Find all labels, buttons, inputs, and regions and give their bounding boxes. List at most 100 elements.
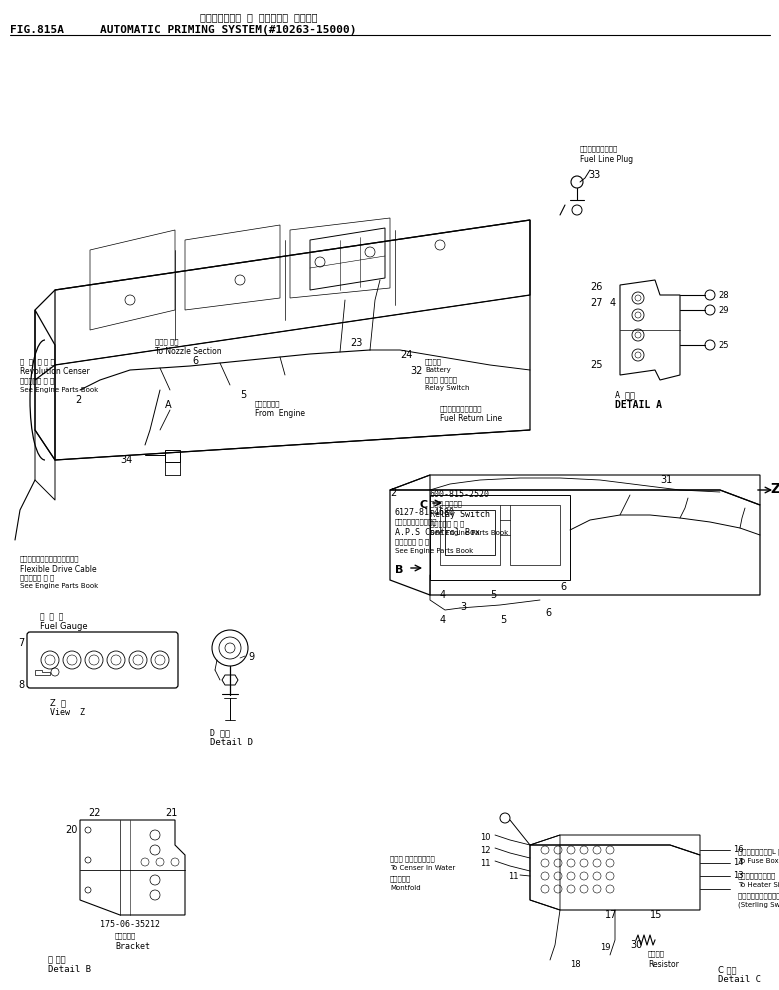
Text: 5: 5 [500, 615, 506, 625]
Bar [165, 450, 180, 462]
Text: To Heater Signal: To Heater Signal [738, 882, 779, 888]
Text: A.P.S Control Box: A.P.S Control Box [395, 528, 480, 537]
Text: See Engine Parts Book: See Engine Parts Book [395, 548, 474, 554]
Text: B: B [395, 565, 404, 575]
Text: 4: 4 [440, 590, 446, 600]
Text: ワータ マニホールドの: ワータ マニホールドの [390, 855, 435, 861]
Text: Z  視: Z 視 [50, 698, 66, 707]
Text: AUTOMATIC PRIMING SYSTEM(#10263-15000): AUTOMATIC PRIMING SYSTEM(#10263-15000) [100, 25, 357, 35]
Text: ヒューズボックスL 端子へ: ヒューズボックスL 端子へ [738, 848, 779, 854]
Text: 31: 31 [660, 475, 672, 485]
Text: フェルラインプラグ: フェルラインプラグ [580, 145, 619, 151]
Text: 175-06-35212: 175-06-35212 [100, 920, 160, 929]
Text: D 詳細: D 詳細 [210, 728, 230, 737]
Text: From  Engine: From Engine [255, 409, 305, 418]
Text: ブラケット: ブラケット [115, 932, 136, 939]
Text: To Nozzle Section: To Nozzle Section [155, 347, 221, 356]
Text: エンジン側 手 記: エンジン側 手 記 [20, 574, 55, 580]
Text: 25: 25 [590, 360, 602, 370]
Text: レジスタ: レジスタ [648, 950, 665, 956]
Text: 20: 20 [65, 825, 77, 835]
Text: 30: 30 [630, 940, 642, 950]
Text: Detail B: Detail B [48, 965, 91, 974]
Text: 3: 3 [460, 602, 466, 612]
Text: 6127-81-4680: 6127-81-4680 [395, 508, 455, 517]
Text: Detail C: Detail C [718, 975, 761, 984]
Text: A: A [165, 400, 171, 410]
Text: C: C [420, 500, 428, 510]
Text: 10: 10 [480, 833, 491, 842]
Text: オートマチック プ ライミング システム: オートマチック プ ライミング システム [200, 12, 318, 22]
Text: See Engine Parts Book: See Engine Parts Book [20, 387, 98, 393]
Text: 7: 7 [18, 638, 24, 648]
Text: エンジン側 手 記: エンジン側 手 記 [20, 377, 55, 383]
Text: See Engine Parts Book: See Engine Parts Book [20, 583, 98, 589]
Text: 26: 26 [590, 282, 602, 292]
Text: 34: 34 [120, 455, 132, 465]
Text: 燃  料  計: 燃 料 計 [40, 612, 63, 621]
Text: C 詳細: C 詳細 [718, 965, 736, 974]
Text: スターティングスイッチR1 側: スターティングスイッチR1 側 [738, 892, 779, 899]
Text: 27: 27 [590, 298, 602, 308]
Text: 24: 24 [400, 350, 412, 360]
Text: Fuel Return Line: Fuel Return Line [440, 414, 502, 423]
Text: 33: 33 [588, 170, 601, 180]
Text: 6: 6 [545, 608, 551, 618]
Text: Revolution Censer: Revolution Censer [20, 367, 90, 376]
Text: 28: 28 [718, 291, 728, 300]
Text: 32: 32 [410, 366, 422, 376]
Text: DETAIL A: DETAIL A [615, 400, 662, 410]
Text: 5: 5 [240, 390, 246, 400]
Text: 8: 8 [18, 680, 24, 690]
Text: View  Z: View Z [50, 708, 85, 717]
Text: Battery: Battery [425, 367, 451, 373]
Text: Fuel Line Plug: Fuel Line Plug [580, 155, 633, 164]
Text: 18: 18 [570, 960, 580, 969]
Text: ノズル 部へ: ノズル 部へ [155, 338, 178, 345]
Text: Fuel Gauge: Fuel Gauge [40, 622, 87, 631]
Text: エンジンから: エンジンから [255, 400, 280, 407]
Text: 2: 2 [390, 488, 397, 498]
Text: 11: 11 [480, 859, 491, 868]
Text: リレー スイッチ: リレー スイッチ [430, 500, 462, 507]
Text: (Sterling Switch R1 Side): (Sterling Switch R1 Side) [738, 902, 779, 909]
Text: 6: 6 [560, 582, 566, 592]
Text: Relay Switch: Relay Switch [430, 510, 490, 519]
Text: 2: 2 [75, 395, 81, 405]
Text: 17: 17 [605, 910, 618, 920]
Text: 600-815-2520: 600-815-2520 [430, 490, 490, 499]
Text: 19: 19 [600, 943, 611, 952]
Text: Resistor: Resistor [648, 960, 679, 969]
Text: 22: 22 [88, 808, 100, 818]
Circle shape [705, 305, 715, 315]
Text: バッテリ: バッテリ [425, 358, 442, 364]
Text: See Engine Parts Book: See Engine Parts Book [430, 530, 508, 536]
Text: To Censer In Water: To Censer In Water [390, 865, 455, 871]
Text: 4: 4 [610, 298, 616, 308]
Circle shape [705, 340, 715, 350]
Text: 回  転  セ ン サ: 回 転 セ ン サ [20, 358, 55, 364]
Text: フェルリターンライン: フェルリターンライン [440, 405, 482, 412]
Text: Relay Switch: Relay Switch [425, 385, 470, 391]
Text: 11: 11 [508, 872, 519, 881]
Text: Montfold: Montfold [390, 885, 421, 891]
Text: 14: 14 [733, 858, 743, 867]
Bar [445, 510, 495, 555]
Text: Flexible Drive Cable: Flexible Drive Cable [20, 565, 97, 574]
Text: Z: Z [770, 482, 779, 496]
Text: 12: 12 [480, 846, 491, 855]
Text: エンジン側 手 記: エンジン側 手 記 [430, 520, 464, 527]
Text: 25: 25 [718, 341, 728, 350]
Text: 21: 21 [165, 808, 178, 818]
Text: フレキシブルドライブケーブル: フレキシブルドライブケーブル [20, 555, 79, 561]
Text: ビーカンシグナルへ: ビーカンシグナルへ [738, 872, 776, 878]
Text: 29: 29 [718, 306, 728, 315]
Text: 23: 23 [350, 338, 362, 348]
Text: Detail D: Detail D [210, 738, 253, 747]
Text: FIG.815A: FIG.815A [10, 25, 64, 35]
Text: コントロールボックス: コントロールボックス [395, 518, 438, 525]
Text: 9: 9 [248, 652, 254, 662]
Text: To Fuse Box "L" Terminal: To Fuse Box "L" Terminal [738, 858, 779, 864]
Circle shape [705, 290, 715, 300]
Text: センサ部へ: センサ部へ [390, 875, 411, 882]
